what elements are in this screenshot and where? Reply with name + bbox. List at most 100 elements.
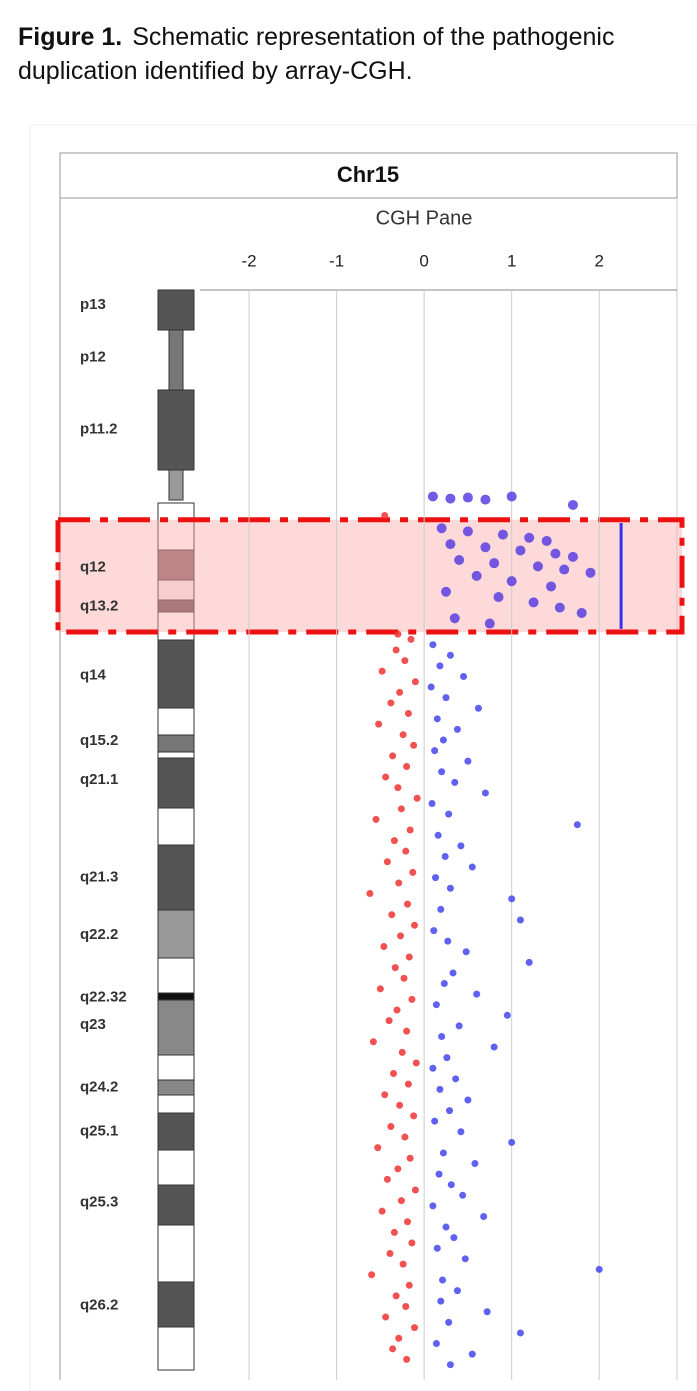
data-point: [403, 1355, 411, 1363]
data-point: [399, 1260, 407, 1268]
data-point: [411, 1186, 419, 1194]
ideogram-band: [157, 611, 195, 641]
figure-frame: [29, 124, 697, 1391]
band-label: q21.3: [80, 869, 118, 886]
data-point: [403, 1027, 411, 1035]
data-point: [524, 532, 535, 543]
data-point: [385, 1017, 393, 1025]
data-point: [442, 1223, 450, 1231]
ideogram-band: [157, 999, 195, 1056]
data-point: [413, 794, 421, 802]
data-point: [369, 1038, 377, 1046]
data-point: [506, 576, 517, 587]
data-point: [464, 757, 472, 765]
ideogram-band: [168, 469, 184, 501]
data-point: [489, 558, 500, 569]
band-label: p12: [80, 349, 106, 366]
data-point: [455, 1022, 463, 1030]
data-point: [404, 710, 412, 718]
data-point: [375, 720, 383, 728]
caption-label: Figure 1.: [18, 23, 123, 51]
data-point: [497, 529, 508, 540]
data-point: [461, 1255, 469, 1263]
data-point: [471, 570, 482, 581]
data-point: [411, 921, 419, 929]
chart-title: Chr15: [337, 162, 399, 187]
data-point: [460, 672, 468, 680]
ideogram-band: [157, 757, 195, 809]
x-tick-label: -2: [242, 251, 257, 270]
x-tick-label: 0: [419, 251, 428, 270]
data-point: [389, 752, 397, 760]
data-point: [402, 847, 410, 855]
band-label: q12: [80, 558, 106, 575]
band-label: q15.2: [80, 732, 118, 749]
data-point: [541, 535, 552, 546]
data-point: [445, 810, 453, 818]
ideogram-band: [157, 734, 195, 753]
data-point: [515, 545, 526, 556]
data-point: [446, 884, 454, 892]
data-point: [408, 1239, 416, 1247]
data-point: [412, 1059, 420, 1067]
chart-subtitle: CGH Pane: [376, 207, 473, 229]
data-point: [442, 694, 450, 702]
band-label: q23: [80, 1016, 106, 1033]
data-point: [394, 1165, 402, 1173]
data-point: [410, 741, 418, 749]
band-label: q25.3: [80, 1194, 118, 1211]
data-point: [429, 1064, 437, 1072]
data-point: [516, 916, 524, 924]
data-point: [450, 1234, 458, 1242]
data-point: [516, 1329, 524, 1337]
data-point: [388, 911, 396, 919]
data-point: [432, 874, 440, 882]
data-point: [391, 964, 399, 972]
caption: Figure 1. Schematic representation of the…: [18, 20, 694, 88]
data-point: [439, 1276, 447, 1284]
band-label: q26.2: [80, 1296, 118, 1313]
data-point: [462, 492, 473, 503]
data-point: [445, 1318, 453, 1326]
data-point: [445, 493, 456, 504]
data-point: [554, 602, 565, 613]
data-point: [387, 1122, 395, 1130]
data-point: [405, 1281, 413, 1289]
data-point: [550, 548, 561, 559]
ideogram-band: [157, 1326, 195, 1371]
ideogram-band: [157, 957, 195, 994]
data-point: [387, 699, 395, 707]
data-point: [397, 932, 405, 940]
data-point: [381, 1091, 389, 1099]
data-point: [508, 1138, 516, 1146]
ideogram-band: [157, 1149, 195, 1186]
data-point: [376, 985, 384, 993]
data-point: [559, 564, 570, 575]
data-point: [434, 831, 442, 839]
band-label: q22.32: [80, 988, 127, 1005]
data-point: [436, 1085, 444, 1093]
data-point: [431, 747, 439, 755]
ideogram-band: [157, 1281, 195, 1328]
data-point: [381, 512, 389, 520]
data-point: [451, 778, 459, 786]
data-point: [459, 1191, 467, 1199]
data-point: [395, 879, 403, 887]
x-tick-label: 2: [594, 251, 603, 270]
ideogram-band: [157, 1184, 195, 1226]
data-point: [401, 657, 409, 665]
band-label: p13: [80, 296, 106, 313]
data-point: [397, 1197, 405, 1205]
data-point: [397, 805, 405, 813]
data-point: [483, 1308, 491, 1316]
data-point: [404, 1218, 412, 1226]
ideogram-band: [157, 1224, 195, 1283]
data-point: [443, 1054, 451, 1062]
data-point: [427, 491, 438, 502]
ideogram-band: [157, 807, 195, 846]
data-point: [429, 1202, 437, 1210]
data-point: [374, 1144, 382, 1152]
ideogram-band: [157, 707, 195, 736]
panel-header: [59, 152, 678, 199]
